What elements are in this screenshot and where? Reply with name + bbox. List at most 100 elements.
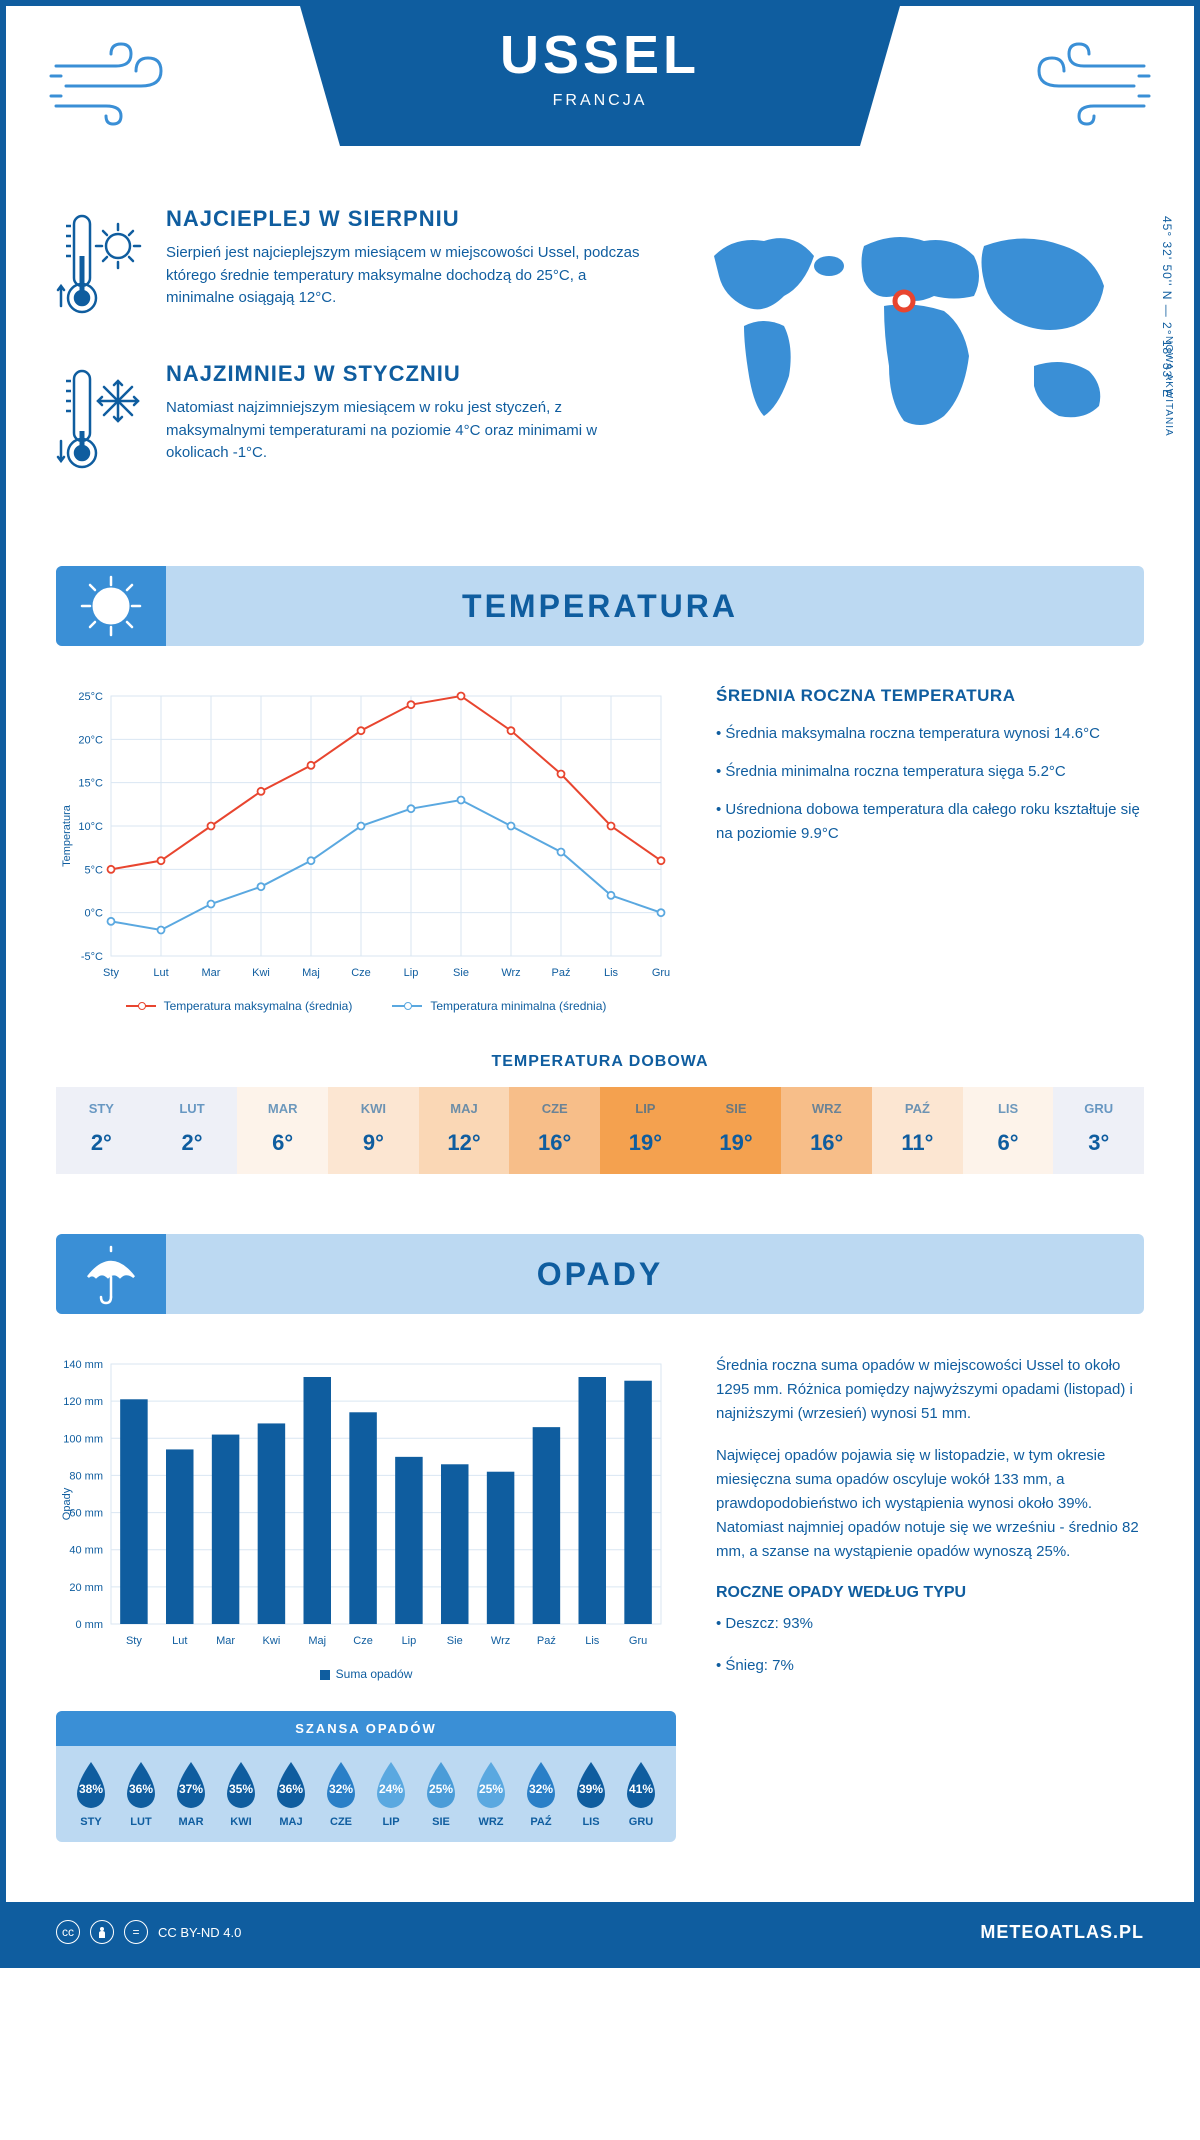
- temp-bullet: • Średnia maksymalna roczna temperatura …: [716, 722, 1144, 746]
- daily-cell: CZE16°: [509, 1087, 600, 1174]
- svg-text:Paź: Paź: [537, 1635, 556, 1647]
- precip-p2: Najwięcej opadów pojawia się w listopadz…: [716, 1444, 1144, 1564]
- svg-text:Maj: Maj: [302, 967, 320, 979]
- temp-header-title: TEMPERATURA: [462, 588, 738, 625]
- svg-text:Temperatura: Temperatura: [61, 804, 73, 867]
- svg-text:Cze: Cze: [353, 1635, 373, 1647]
- svg-text:Kwi: Kwi: [252, 967, 270, 979]
- world-map: 45° 32' 50'' N — 2° 18' 33'' E NOWA AKWI…: [694, 206, 1144, 516]
- svg-text:Lut: Lut: [172, 1635, 187, 1647]
- type-bullet: • Deszcz: 93%: [716, 1612, 1144, 1636]
- chance-item: 37% MAR: [166, 1760, 216, 1828]
- chance-title: SZANSA OPADÓW: [56, 1711, 676, 1746]
- svg-text:Mar: Mar: [202, 967, 221, 979]
- nd-icon: =: [124, 1920, 148, 1944]
- chance-item: 35% KWI: [216, 1760, 266, 1828]
- svg-text:Paź: Paź: [552, 967, 571, 979]
- daily-cell: GRU3°: [1053, 1087, 1144, 1174]
- precip-chart: 0 mm20 mm40 mm60 mm80 mm100 mm120 mm140 …: [56, 1354, 676, 1842]
- page-title: USSEL: [300, 6, 900, 86]
- svg-text:Lut: Lut: [153, 967, 168, 979]
- chance-item: 36% LUT: [116, 1760, 166, 1828]
- svg-text:10°C: 10°C: [78, 821, 103, 833]
- svg-text:Gru: Gru: [652, 967, 670, 979]
- svg-text:20°C: 20°C: [78, 734, 103, 746]
- daily-cell: LUT2°: [147, 1087, 238, 1174]
- chance-item: 36% MAJ: [266, 1760, 316, 1828]
- svg-text:25°C: 25°C: [78, 691, 103, 703]
- warmest-text: Sierpień jest najcieplejszym miesiącem w…: [166, 242, 654, 310]
- umbrella-icon: [56, 1234, 166, 1314]
- header-banner: USSEL FRANCJA: [300, 6, 900, 110]
- svg-text:0 mm: 0 mm: [76, 1619, 104, 1631]
- svg-text:Sty: Sty: [103, 967, 119, 979]
- chance-item: 38% STY: [66, 1760, 116, 1828]
- header: USSEL FRANCJA: [6, 6, 1194, 166]
- cc-icon: cc: [56, 1920, 80, 1944]
- temp-bullet: • Średnia minimalna roczna temperatura s…: [716, 760, 1144, 784]
- svg-text:Wrz: Wrz: [491, 1635, 510, 1647]
- thermometer-cold-icon: [56, 361, 146, 486]
- svg-text:40 mm: 40 mm: [69, 1545, 103, 1557]
- precip-legend: Suma opadów: [56, 1667, 676, 1681]
- temp-info: ŚREDNIA ROCZNA TEMPERATURA • Średnia mak…: [716, 686, 1144, 1013]
- temp-bullet: • Uśredniona dobowa temperatura dla całe…: [716, 798, 1144, 846]
- svg-text:Kwi: Kwi: [263, 1635, 281, 1647]
- site-name: METEOATLAS.PL: [980, 1922, 1144, 1943]
- daily-cell: SIE19°: [691, 1087, 782, 1174]
- svg-text:5°C: 5°C: [85, 864, 104, 876]
- svg-text:Maj: Maj: [308, 1635, 326, 1647]
- svg-text:-5°C: -5°C: [81, 951, 103, 963]
- page: USSEL FRANCJA: [0, 0, 1200, 1968]
- daily-cell: LIS6°: [963, 1087, 1054, 1174]
- svg-text:Cze: Cze: [351, 967, 371, 979]
- license-text: CC BY-ND 4.0: [158, 1925, 241, 1940]
- daily-cell: PAŹ11°: [872, 1087, 963, 1174]
- temp-section-header: TEMPERATURA: [56, 566, 1144, 646]
- daily-cell: STY2°: [56, 1087, 147, 1174]
- svg-text:Lis: Lis: [604, 967, 619, 979]
- sun-icon: [56, 566, 166, 646]
- daily-cell: LIP19°: [600, 1087, 691, 1174]
- svg-text:60 mm: 60 mm: [69, 1508, 103, 1520]
- type-bullet: • Śnieg: 7%: [716, 1654, 1144, 1678]
- chance-item: 39% LIS: [566, 1760, 616, 1828]
- chance-item: 25% WRZ: [466, 1760, 516, 1828]
- thermometer-hot-icon: [56, 206, 146, 331]
- svg-text:120 mm: 120 mm: [63, 1396, 103, 1408]
- precip-header-title: OPADY: [537, 1256, 663, 1293]
- legend-min: Temperatura minimalna (średnia): [392, 999, 606, 1013]
- by-icon: [90, 1920, 114, 1944]
- svg-text:Opady: Opady: [61, 1487, 73, 1520]
- coldest-block: NAJZIMNIEJ W STYCZNIU Natomiast najzimni…: [56, 361, 654, 486]
- svg-text:0°C: 0°C: [85, 908, 104, 920]
- daily-temp-title: TEMPERATURA DOBOWA: [56, 1053, 1144, 1071]
- warmest-title: NAJCIEPLEJ W SIERPNIU: [166, 206, 654, 232]
- legend-max: Temperatura maksymalna (średnia): [126, 999, 353, 1013]
- wind-icon-left: [46, 36, 186, 131]
- precip-info: Średnia roczna suma opadów w miejscowośc…: [716, 1354, 1144, 1842]
- daily-cell: MAR6°: [237, 1087, 328, 1174]
- svg-text:Wrz: Wrz: [501, 967, 520, 979]
- svg-text:80 mm: 80 mm: [69, 1470, 103, 1482]
- svg-text:Lip: Lip: [402, 1635, 417, 1647]
- chance-item: 24% LIP: [366, 1760, 416, 1828]
- precip-p1: Średnia roczna suma opadów w miejscowośc…: [716, 1354, 1144, 1426]
- precip-type-title: ROCZNE OPADY WEDŁUG TYPU: [716, 1584, 1144, 1602]
- temp-info-title: ŚREDNIA ROCZNA TEMPERATURA: [716, 686, 1144, 706]
- warmest-block: NAJCIEPLEJ W SIERPNIU Sierpień jest najc…: [56, 206, 654, 331]
- coldest-text: Natomiast najzimniejszym miesiącem w rok…: [166, 397, 654, 465]
- country-label: FRANCJA: [300, 92, 900, 110]
- svg-text:140 mm: 140 mm: [63, 1359, 103, 1371]
- daily-temp-section: TEMPERATURA DOBOWA STY2°LUT2°MAR6°KWI9°M…: [6, 1033, 1194, 1214]
- svg-text:Sie: Sie: [447, 1635, 463, 1647]
- svg-text:Gru: Gru: [629, 1635, 647, 1647]
- chance-item: 32% CZE: [316, 1760, 366, 1828]
- chance-box: SZANSA OPADÓW 38% STY 36% LUT 37% MAR 35…: [56, 1711, 676, 1842]
- intro-section: NAJCIEPLEJ W SIERPNIU Sierpień jest najc…: [6, 166, 1194, 546]
- precip-section-header: OPADY: [56, 1234, 1144, 1314]
- chance-item: 32% PAŹ: [516, 1760, 566, 1828]
- svg-text:Sie: Sie: [453, 967, 469, 979]
- svg-text:Lis: Lis: [585, 1635, 600, 1647]
- chance-item: 41% GRU: [616, 1760, 666, 1828]
